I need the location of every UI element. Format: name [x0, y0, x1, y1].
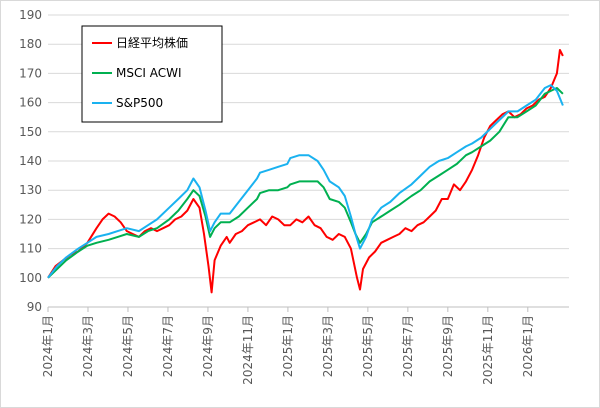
y-tick-label: 170: [19, 66, 42, 80]
series-line-1: [47, 87, 564, 279]
y-tick-label: 160: [19, 96, 42, 110]
legend-label-2: S&P500: [116, 96, 163, 110]
x-tick-label: 2024年11月: [241, 315, 255, 385]
x-tick-label: 2025年5月: [361, 315, 375, 377]
y-tick-label: 120: [19, 212, 42, 226]
y-tick-label: 130: [19, 183, 42, 197]
x-tick-label: 2025年11月: [481, 315, 495, 385]
x-tick-label: 2025年3月: [321, 315, 335, 377]
legend-label-1: MSCI ACWI: [116, 66, 181, 80]
x-tick-label: 2024年5月: [121, 315, 135, 377]
y-tick-label: 150: [19, 125, 42, 139]
x-tick-label: 2025年1月: [281, 315, 295, 377]
x-tick-label: 2024年1月: [41, 315, 55, 377]
x-tick-label: 2026年1月: [521, 315, 535, 377]
legend-label-0: 日経平均株価: [116, 35, 188, 50]
y-tick-label: 100: [19, 271, 42, 285]
series-line-2: [47, 84, 564, 279]
y-tick-label: 90: [27, 300, 42, 314]
y-tick-label: 190: [19, 8, 42, 22]
x-tick-label: 2024年3月: [81, 315, 95, 377]
y-tick-label: 110: [19, 242, 42, 256]
x-tick-label: 2024年9月: [201, 315, 215, 377]
x-tick-label: 2025年7月: [401, 315, 415, 377]
x-tick-label: 2025年9月: [441, 315, 455, 377]
x-tick-label: 2024年7月: [161, 315, 175, 377]
y-tick-label: 140: [19, 154, 42, 168]
y-tick-label: 180: [19, 37, 42, 51]
